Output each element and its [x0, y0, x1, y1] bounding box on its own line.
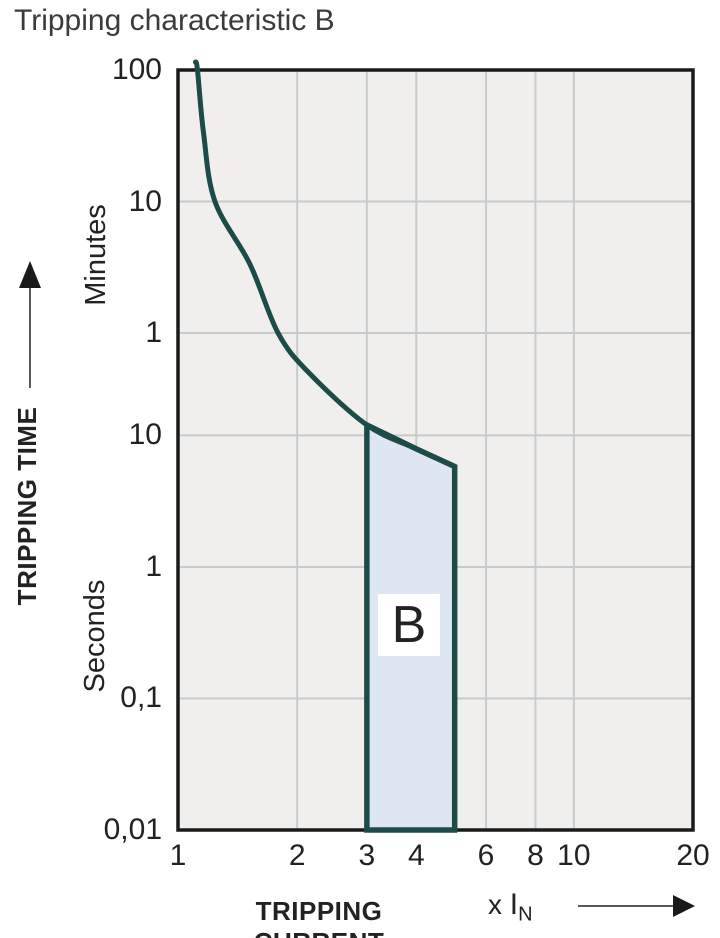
x-tick-label: 6 — [477, 839, 495, 872]
x-tick-label: 3 — [358, 839, 376, 872]
x-tick-label: 4 — [407, 839, 425, 872]
y-tick-label: 10 — [128, 418, 162, 452]
x-tick-label: 8 — [527, 839, 544, 872]
y-tick-label: 1 — [145, 549, 162, 583]
x-axis-multiplier: x IN — [488, 888, 533, 927]
up-arrow-icon — [19, 261, 41, 388]
y-tick-label: 10 — [128, 184, 162, 218]
x-tick-label: 20 — [676, 839, 710, 872]
y-axis-unit-minutes: Minutes — [80, 204, 112, 306]
y-tick-label: 0,1 — [120, 681, 162, 715]
x-tick-label: 10 — [557, 839, 591, 872]
chart-title: Tripping characteristic B — [14, 4, 335, 37]
x-tick-label: 1 — [169, 839, 187, 872]
y-axis-title: TRIPPING TIME — [12, 406, 42, 606]
y-tick-label: 1 — [145, 316, 162, 350]
multiplier-prefix: x — [488, 889, 510, 920]
x-axis-title: TRIPPING CURRENT — [254, 896, 384, 938]
multiplier-subscript: N — [518, 903, 533, 926]
multiplier-current-symbol: I — [509, 888, 519, 921]
y-tick-label: 0,01 — [103, 813, 162, 846]
y-axis-unit-seconds: Seconds — [79, 579, 111, 693]
band-label: B — [378, 594, 440, 656]
tripping-curve — [192, 59, 458, 470]
y-tick-label: 100 — [111, 53, 162, 86]
x-tick-label: 2 — [288, 839, 306, 872]
right-arrow-icon — [578, 895, 695, 917]
